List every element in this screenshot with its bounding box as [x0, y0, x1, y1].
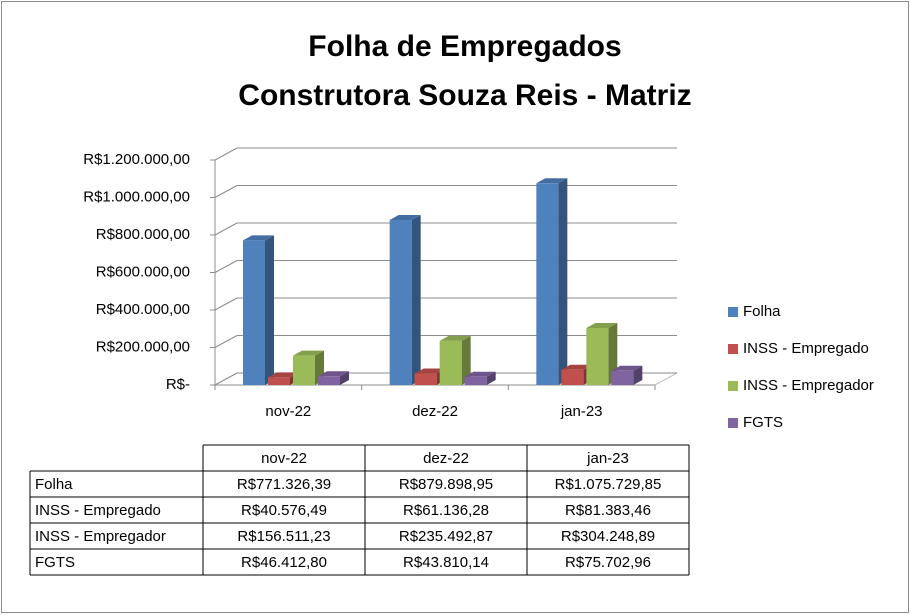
table-cell: R$61.136,28	[403, 502, 489, 519]
bar	[389, 215, 421, 385]
chart-title: Folha de Empregados	[308, 30, 621, 63]
bar	[318, 371, 349, 385]
legend-label: INSS - Empregado	[743, 340, 869, 357]
bar-side	[461, 335, 471, 385]
table-header: nov-22	[261, 450, 307, 467]
x-tick-label: nov-22	[265, 403, 311, 420]
grid-side	[214, 185, 238, 198]
bar-top	[243, 235, 274, 241]
table-cell: R$879.898,95	[399, 476, 493, 493]
grid-side	[214, 260, 238, 273]
grid-side	[214, 297, 238, 311]
x-tick-label: dez-22	[412, 403, 458, 420]
legend-label: FGTS	[743, 414, 783, 431]
bar-front	[464, 376, 487, 385]
grid-side	[214, 335, 238, 348]
legend-label: INSS - Empregador	[743, 377, 874, 394]
bar	[439, 335, 471, 385]
table-row-label: INSS - Empregador	[35, 528, 166, 545]
table-cell: R$304.248,89	[561, 528, 655, 545]
y-tick-label: R$1.000.000,00	[83, 188, 190, 205]
bar	[561, 364, 593, 385]
x-tick-label: jan-23	[560, 403, 603, 420]
bar-top	[414, 368, 446, 374]
bar-top	[586, 322, 618, 328]
bar-top	[318, 371, 349, 377]
bar-top	[268, 372, 299, 378]
bar-front	[389, 220, 412, 385]
table-cell: R$43.810,14	[403, 554, 489, 571]
bar	[536, 178, 568, 385]
y-tick-label: R$800.000,00	[96, 226, 190, 243]
bar-side	[486, 371, 496, 385]
bar-side	[411, 215, 421, 385]
bar-front	[586, 327, 609, 385]
bar-front	[293, 355, 315, 385]
bar-side	[633, 365, 643, 385]
bar-front	[243, 240, 265, 385]
bar-front	[611, 370, 634, 385]
table-cell: R$235.492,87	[399, 528, 493, 545]
grid-side	[214, 372, 238, 386]
bar-top	[293, 350, 324, 356]
legend-swatch	[728, 344, 738, 354]
bar	[586, 322, 618, 385]
bar-top	[611, 365, 643, 371]
table-header: dez-22	[423, 450, 469, 467]
legend-swatch	[728, 307, 738, 317]
legend-swatch	[728, 418, 738, 428]
bar-top	[561, 364, 593, 370]
table-row-label: FGTS	[35, 554, 75, 571]
table-cell: R$75.702,96	[565, 554, 651, 571]
bar-top	[464, 371, 496, 377]
bar	[243, 235, 274, 385]
y-tick-label: R$1.200.000,00	[83, 151, 190, 168]
table-cell: R$1.075.729,85	[555, 476, 662, 493]
y-tick-label: R$400.000,00	[96, 301, 190, 318]
y-tick-label: R$600.000,00	[96, 263, 190, 280]
table-row-label: Folha	[35, 476, 73, 493]
y-tick-label: R$-	[166, 376, 190, 393]
bar-front	[414, 373, 437, 385]
grid-side	[214, 147, 238, 161]
table-cell: R$46.412,80	[241, 554, 327, 571]
bar-front	[536, 183, 559, 385]
bar-front	[561, 369, 584, 385]
bar-front	[318, 376, 340, 385]
bar	[611, 365, 643, 385]
grid-side	[214, 222, 238, 236]
table-row-label: INSS - Empregado	[35, 502, 161, 519]
legend-label: Folha	[743, 303, 781, 320]
y-tick-label: R$200.000,00	[96, 338, 190, 355]
bar-top	[536, 178, 568, 184]
bar	[464, 371, 496, 385]
bar-top	[389, 215, 421, 221]
table-cell: R$156.511,23	[237, 528, 330, 545]
bar-front	[439, 340, 462, 385]
chart-subtitle: Construtora Souza Reis - Matriz	[238, 79, 691, 112]
table-header: jan-23	[586, 450, 629, 467]
table-cell: R$771.326,39	[237, 476, 331, 493]
table-cell: R$81.383,46	[565, 502, 651, 519]
bar-top	[439, 335, 471, 341]
bar-side	[558, 178, 568, 385]
bar-front	[268, 377, 290, 385]
legend-swatch	[728, 381, 738, 391]
bar-side	[340, 371, 349, 385]
table-cell: R$40.576,49	[241, 502, 327, 519]
bar-side	[265, 235, 274, 385]
